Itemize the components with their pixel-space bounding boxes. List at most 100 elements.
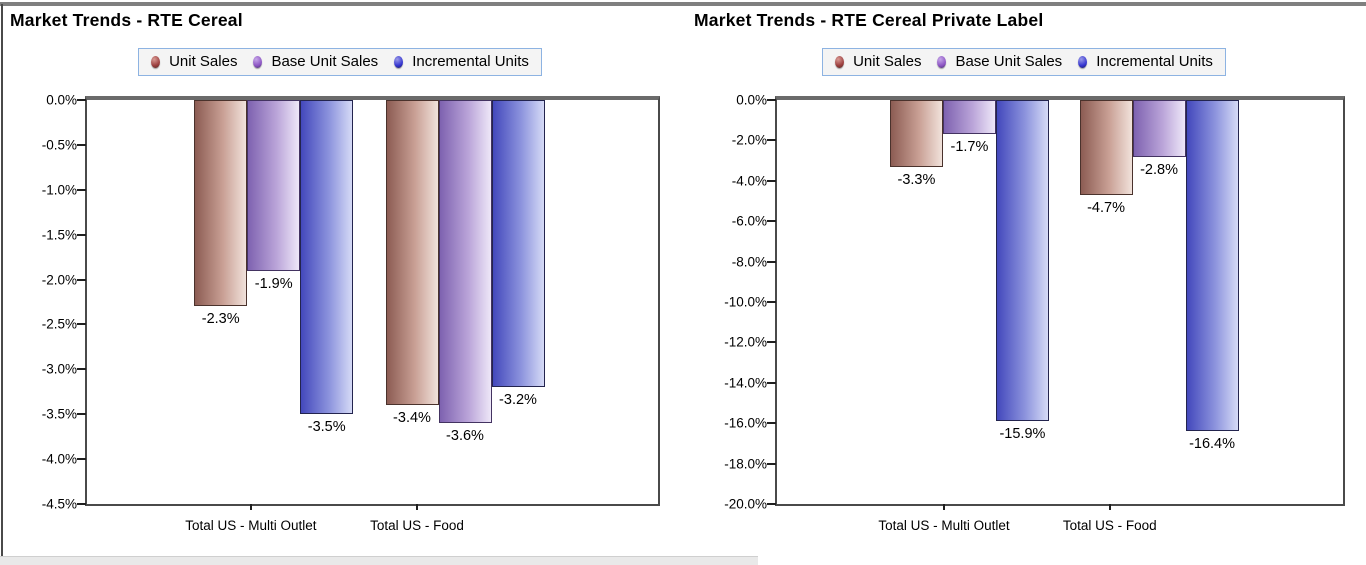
y-tick-mark bbox=[767, 179, 776, 182]
y-tick-mark bbox=[77, 458, 86, 461]
bar-value-label: -3.2% bbox=[499, 392, 537, 409]
legend-marker-icon bbox=[937, 55, 947, 68]
x-category-label-total-us-food: Total US - Food bbox=[1062, 518, 1157, 533]
y-tick-label: -0.5% bbox=[41, 137, 77, 153]
y-tick-mark bbox=[767, 99, 776, 101]
legend-box: Unit Sales Base Unit Sales Incremental Uni… bbox=[138, 48, 542, 76]
legend-item-label: Base Unit Sales bbox=[955, 53, 1063, 70]
y-tick-mark bbox=[77, 368, 86, 371]
y-tick-label: -18.0% bbox=[724, 456, 767, 472]
legend-item-label: Unit Sales bbox=[169, 53, 238, 70]
bar-base-unit-sales-total-us-food bbox=[1132, 100, 1186, 157]
bar-unit-sales-total-us-food bbox=[1079, 100, 1133, 195]
legend-marker-icon bbox=[835, 55, 845, 68]
bar-value-label: -4.7% bbox=[1087, 199, 1125, 216]
y-tick-label: -6.0% bbox=[731, 213, 767, 229]
y-tick-label: -4.0% bbox=[731, 173, 767, 189]
plot-area: 0.0% -0.5% -1.0% -1.5% -2.0% -2.5% -3.0% -3.5% -… bbox=[42, 93, 660, 533]
y-tick-mark bbox=[77, 188, 86, 191]
window-bottom-strip bbox=[0, 556, 758, 565]
bar-value-label: -15.9% bbox=[999, 426, 1046, 443]
bar-incremental-units-total-us-food bbox=[491, 100, 545, 388]
y-tick-label: -10.0% bbox=[724, 294, 767, 310]
y-tick-mark bbox=[77, 503, 86, 505]
bar-value-label: -3.3% bbox=[897, 171, 936, 188]
y-tick-label: -2.0% bbox=[731, 132, 767, 148]
y-tick-mark bbox=[77, 413, 86, 416]
x-category-label-total-us-multi-outlet: Total US - Multi Outlet bbox=[185, 518, 317, 533]
y-tick-label: -16.0% bbox=[724, 415, 767, 431]
legend-item-label: Incremental Units bbox=[412, 53, 529, 70]
y-tick-mark bbox=[77, 99, 86, 101]
y-tick-label: -1.5% bbox=[41, 227, 77, 243]
bar-unit-sales-total-us-multi-outlet bbox=[889, 100, 943, 167]
y-tick-mark bbox=[767, 503, 776, 505]
bar-value-label: -1.7% bbox=[950, 139, 989, 156]
y-tick-mark bbox=[767, 381, 776, 384]
y-tick-mark bbox=[767, 422, 776, 425]
y-tick-mark bbox=[767, 462, 776, 465]
bar-base-unit-sales-total-us-food bbox=[438, 100, 492, 424]
y-tick-mark bbox=[767, 139, 776, 142]
legend-item-label: Incremental Units bbox=[1096, 53, 1213, 70]
legend-item-label: Unit Sales bbox=[853, 53, 922, 70]
bar-value-label: -2.8% bbox=[1140, 161, 1178, 178]
y-tick-label: 0.0% bbox=[736, 92, 767, 108]
y-tick-label: 0.0% bbox=[46, 92, 77, 108]
bar-unit-sales-total-us-food bbox=[385, 100, 439, 406]
window-left-edge bbox=[1, 4, 3, 557]
legend-item-unit-sales: Unit Sales bbox=[151, 53, 237, 70]
legend-box: Unit Sales Base Unit Sales Incremental Uni… bbox=[822, 48, 1226, 76]
y-tick-mark bbox=[767, 260, 776, 263]
y-tick-mark bbox=[77, 278, 86, 281]
y-tick-label: -4.0% bbox=[41, 451, 77, 467]
legend-item-label: Base Unit Sales bbox=[271, 53, 379, 70]
chart-title: Market Trends - RTE Cereal Private Label bbox=[694, 10, 1044, 30]
y-tick-label: -14.0% bbox=[724, 375, 767, 391]
bar-value-label: -1.9% bbox=[254, 275, 293, 292]
y-tick-mark bbox=[767, 341, 776, 344]
x-tick-mark bbox=[1108, 504, 1111, 510]
x-tick-mark bbox=[416, 504, 419, 510]
legend-item-incremental-units: Incremental Units bbox=[394, 53, 529, 70]
y-tick-mark bbox=[767, 301, 776, 303]
bar-value-label: -16.4% bbox=[1189, 436, 1236, 453]
x-category-label-total-us-food: Total US - Food bbox=[370, 518, 464, 533]
y-tick-label: -2.5% bbox=[41, 316, 77, 332]
x-tick-mark bbox=[249, 504, 252, 510]
legend-item-base-unit-sales: Base Unit Sales bbox=[937, 53, 1062, 70]
bar-value-label: -3.6% bbox=[446, 428, 484, 445]
y-tick-label: -4.5% bbox=[41, 496, 77, 512]
y-tick-mark bbox=[77, 143, 86, 146]
chart-rte-cereal-private-label: Market Trends - RTE Cereal Private Label… bbox=[688, 8, 1360, 556]
legend: Unit Sales Base Unit Sales Incremental Uni… bbox=[4, 48, 676, 76]
bar-value-label: -2.3% bbox=[201, 311, 240, 328]
window-top-edge bbox=[0, 2, 1366, 6]
legend-marker-icon bbox=[253, 55, 263, 68]
y-tick-label: -20.0% bbox=[724, 496, 767, 512]
x-category-label-total-us-multi-outlet: Total US - Multi Outlet bbox=[878, 518, 1010, 533]
x-tick-mark bbox=[942, 504, 945, 510]
bar-incremental-units-total-us-multi-outlet bbox=[300, 100, 354, 415]
legend-marker-icon bbox=[394, 55, 404, 68]
y-tick-mark bbox=[767, 220, 776, 223]
legend-item-base-unit-sales: Base Unit Sales bbox=[253, 53, 378, 70]
y-tick-label: -12.0% bbox=[724, 334, 767, 350]
y-tick-label: -3.0% bbox=[41, 361, 77, 377]
y-tick-label: -1.0% bbox=[41, 182, 77, 198]
y-tick-label: -3.5% bbox=[41, 406, 77, 422]
legend: Unit Sales Base Unit Sales Incremental Uni… bbox=[688, 48, 1360, 76]
y-tick-mark bbox=[77, 323, 86, 326]
bar-incremental-units-total-us-multi-outlet bbox=[995, 100, 1049, 422]
bar-base-unit-sales-total-us-multi-outlet bbox=[942, 100, 996, 135]
bar-base-unit-sales-total-us-multi-outlet bbox=[247, 100, 301, 271]
bar-unit-sales-total-us-multi-outlet bbox=[194, 100, 248, 307]
bar-incremental-units-total-us-food bbox=[1185, 100, 1239, 432]
y-tick-label: -8.0% bbox=[731, 254, 767, 270]
y-tick-mark bbox=[77, 233, 86, 236]
bar-value-label: -3.4% bbox=[393, 410, 431, 427]
legend-item-incremental-units: Incremental Units bbox=[1078, 53, 1213, 70]
y-tick-label: -2.0% bbox=[41, 272, 77, 288]
legend-item-unit-sales: Unit Sales bbox=[835, 53, 921, 70]
legend-marker-icon bbox=[1078, 55, 1088, 68]
